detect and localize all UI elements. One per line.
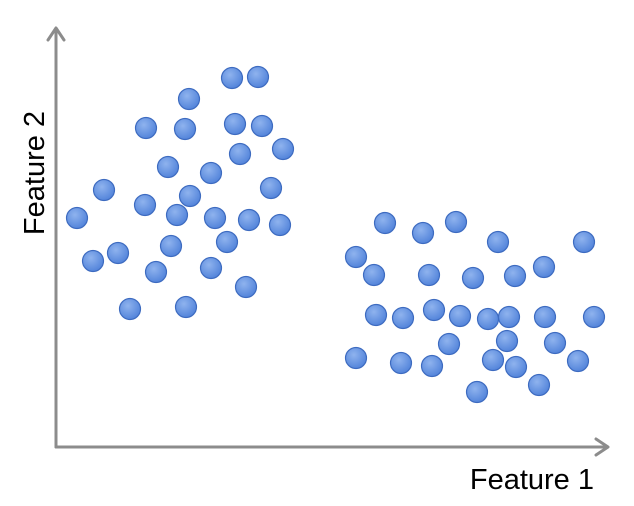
data-point — [533, 305, 557, 329]
data-point — [246, 65, 270, 89]
x-axis-label: Feature 1 — [470, 464, 594, 496]
data-point — [417, 263, 441, 287]
data-point — [268, 213, 292, 237]
data-point — [174, 295, 198, 319]
data-point — [504, 355, 528, 379]
data-point — [344, 245, 368, 269]
data-point — [199, 256, 223, 280]
data-point — [81, 249, 105, 273]
data-points — [65, 65, 606, 404]
data-point — [532, 255, 556, 279]
data-point — [223, 112, 247, 136]
data-point — [411, 221, 435, 245]
data-point — [373, 211, 397, 235]
data-point — [481, 348, 505, 372]
data-point — [389, 351, 413, 375]
data-point — [159, 234, 183, 258]
data-point — [344, 346, 368, 370]
data-point — [362, 263, 386, 287]
data-point — [156, 155, 180, 179]
y-axis-label: Feature 2 — [19, 111, 51, 235]
data-point — [65, 206, 89, 230]
data-point — [203, 206, 227, 230]
data-point — [465, 380, 489, 404]
data-point — [503, 264, 527, 288]
cluster-2-points — [344, 210, 606, 404]
data-point — [134, 116, 158, 140]
data-point — [476, 307, 500, 331]
data-point — [118, 297, 142, 321]
data-point — [437, 332, 461, 356]
data-point — [215, 230, 239, 254]
x-axis — [54, 437, 610, 457]
data-point — [566, 349, 590, 373]
cluster-1-points — [65, 65, 295, 321]
data-point — [133, 193, 157, 217]
data-point — [461, 266, 485, 290]
data-point — [486, 230, 510, 254]
data-point — [422, 298, 446, 322]
data-point — [497, 305, 521, 329]
data-point — [234, 275, 258, 299]
data-point — [527, 373, 551, 397]
data-point — [92, 178, 116, 202]
data-point — [448, 304, 472, 328]
data-point — [364, 303, 388, 327]
x-axis-arrowhead — [594, 437, 610, 457]
data-point — [165, 203, 189, 227]
data-point — [177, 87, 201, 111]
data-point — [495, 329, 519, 353]
y-axis — [46, 26, 66, 449]
data-point — [391, 306, 415, 330]
data-point — [420, 354, 444, 378]
data-point — [173, 117, 197, 141]
data-point — [228, 142, 252, 166]
data-point — [582, 305, 606, 329]
data-point — [444, 210, 468, 234]
data-point — [572, 230, 596, 254]
data-point — [237, 208, 261, 232]
data-point — [178, 184, 202, 208]
data-point — [250, 114, 274, 138]
data-point — [271, 137, 295, 161]
data-point — [199, 161, 223, 185]
data-point — [220, 66, 244, 90]
data-point — [259, 176, 283, 200]
y-axis-arrowhead — [46, 26, 66, 42]
data-point — [543, 331, 567, 355]
data-point — [144, 260, 168, 284]
data-point — [106, 241, 130, 265]
